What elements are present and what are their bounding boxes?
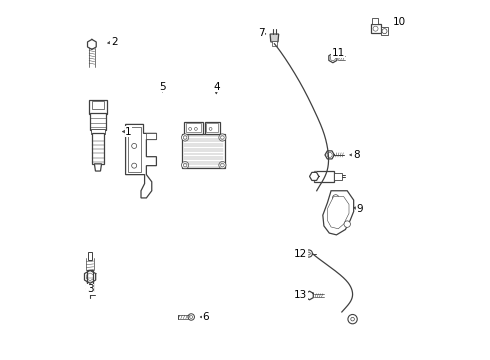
Bar (87, 270, 93, 291)
Bar (91, 129, 105, 134)
Circle shape (183, 136, 187, 139)
Circle shape (220, 136, 224, 139)
Text: 2: 2 (111, 37, 118, 47)
Bar (381, 27, 389, 35)
Circle shape (190, 316, 193, 319)
Bar (147, 134, 156, 139)
Circle shape (219, 134, 226, 141)
Polygon shape (306, 291, 313, 300)
Text: 3: 3 (87, 284, 94, 294)
Bar (182, 134, 225, 168)
Bar (334, 173, 342, 180)
Polygon shape (95, 164, 101, 171)
Polygon shape (323, 191, 354, 235)
Polygon shape (327, 197, 349, 229)
Text: 8: 8 (353, 150, 360, 160)
Text: 9: 9 (356, 204, 363, 214)
Text: 13: 13 (294, 291, 307, 301)
Circle shape (307, 252, 310, 255)
Bar (89, 100, 107, 114)
Text: 5: 5 (159, 82, 166, 92)
Text: 10: 10 (392, 17, 406, 27)
Polygon shape (325, 151, 334, 159)
Text: 11: 11 (332, 48, 345, 58)
Circle shape (344, 221, 350, 227)
Circle shape (333, 195, 339, 201)
Bar (206, 123, 219, 132)
Polygon shape (125, 125, 156, 198)
Circle shape (209, 127, 212, 130)
Bar (184, 122, 203, 134)
Bar (272, 41, 276, 45)
Polygon shape (310, 172, 319, 180)
Bar (88, 252, 92, 260)
Circle shape (327, 152, 332, 157)
Circle shape (181, 162, 189, 169)
Polygon shape (128, 127, 141, 172)
Bar (372, 18, 378, 24)
Bar (186, 123, 201, 132)
Circle shape (183, 163, 187, 167)
Bar (92, 134, 104, 164)
Circle shape (348, 315, 357, 324)
Text: 4: 4 (213, 82, 220, 92)
Text: 12: 12 (294, 248, 307, 258)
Circle shape (181, 134, 189, 141)
Text: 1: 1 (125, 127, 132, 136)
Polygon shape (329, 53, 337, 63)
Circle shape (220, 163, 224, 167)
Bar (205, 122, 220, 134)
Bar (90, 113, 106, 130)
Polygon shape (88, 40, 96, 49)
Circle shape (330, 55, 336, 60)
Circle shape (132, 143, 137, 148)
Circle shape (373, 26, 378, 31)
Bar (314, 171, 334, 182)
Circle shape (305, 250, 313, 257)
Circle shape (188, 314, 195, 320)
Bar (370, 24, 381, 33)
Circle shape (132, 163, 137, 168)
Circle shape (189, 127, 192, 130)
Text: 7: 7 (258, 28, 265, 38)
Circle shape (219, 162, 226, 169)
Polygon shape (84, 270, 96, 283)
Circle shape (351, 318, 354, 321)
Polygon shape (270, 34, 279, 42)
Bar (92, 101, 104, 109)
Circle shape (195, 127, 197, 130)
Circle shape (382, 29, 387, 34)
Text: 6: 6 (202, 312, 209, 322)
